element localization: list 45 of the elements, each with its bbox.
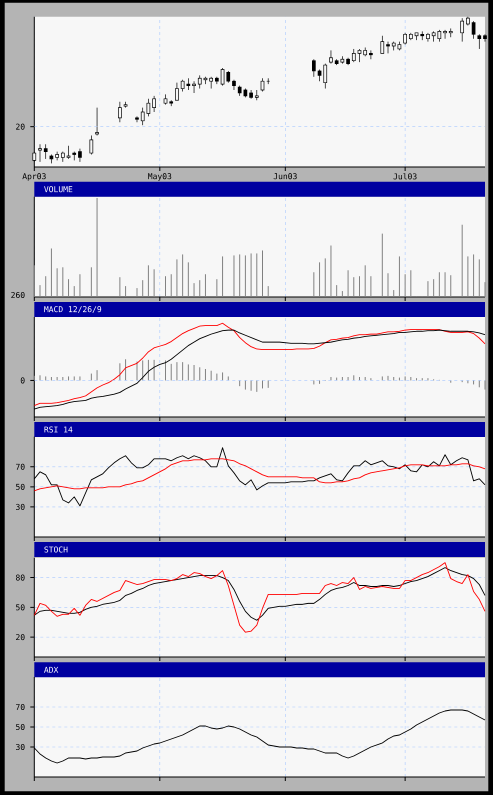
candlestick	[443, 30, 447, 40]
candlestick	[50, 154, 54, 164]
candlestick	[232, 79, 236, 90]
candlestick	[329, 50, 333, 64]
chart-title: ADX	[44, 666, 58, 673]
y-tick-label: 70	[16, 464, 25, 470]
candlestick	[318, 69, 322, 82]
x-tick-label: May03	[148, 173, 172, 181]
candlestick	[483, 34, 487, 42]
candlestick	[346, 57, 350, 66]
chart-title: RSI 14	[44, 426, 72, 433]
y-tick-label: 50	[16, 484, 25, 490]
x-tick-label: Apr03	[22, 173, 46, 181]
ref-line-label: 0	[20, 377, 25, 384]
x-tick-label: Jul03	[394, 173, 417, 180]
x-tick-label: Jun03	[274, 173, 297, 180]
candlestick	[66, 145, 70, 160]
candlestick	[38, 144, 42, 162]
candlestick	[220, 68, 224, 86]
candlestick	[124, 101, 128, 108]
candlestick	[249, 90, 253, 100]
y-tick-label: 30	[16, 504, 25, 510]
candlestick	[192, 80, 196, 94]
candlestick	[135, 116, 139, 123]
y-tick-label: 50	[16, 604, 25, 610]
y-tick-label: 30	[16, 744, 25, 750]
text: 260	[11, 292, 25, 298]
chart-title: MACD 12/26/9	[44, 306, 102, 313]
y-tick-label: 80	[16, 574, 25, 581]
candlestick	[204, 76, 208, 84]
y-tick-label: 20	[16, 634, 25, 640]
candlestick	[398, 41, 402, 51]
candlestick	[358, 48, 362, 62]
candlestick	[260, 78, 264, 92]
candlestick	[146, 98, 150, 117]
candlestick	[386, 41, 390, 54]
y-tick-label: 50	[16, 724, 25, 730]
candlestick	[78, 148, 82, 162]
candlestick	[164, 94, 168, 106]
candlestick	[95, 107, 99, 136]
chart-title: STOCH	[44, 546, 68, 553]
chart-title: VOLUME	[44, 186, 72, 192]
candlestick	[472, 20, 476, 40]
y-tick-label: 70	[16, 704, 25, 710]
candlestick	[426, 32, 430, 42]
